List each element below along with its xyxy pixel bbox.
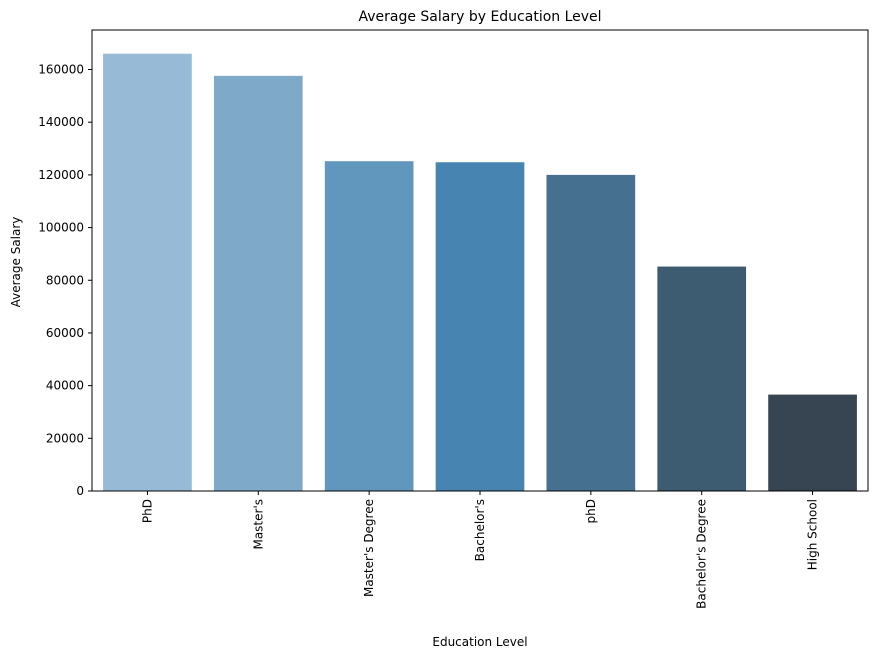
bar-2 (324, 161, 414, 491)
x-tick-label: Master's Degree (362, 499, 376, 597)
x-tick-label: phD (584, 499, 598, 523)
x-tick-label: High School (806, 499, 820, 570)
y-tick-label: 80000 (46, 273, 84, 287)
bar-1 (213, 75, 303, 491)
x-tick-label: Bachelor's (473, 499, 487, 561)
bar-5 (657, 266, 747, 491)
chart-title: Average Salary by Education Level (358, 9, 601, 25)
bar-6 (768, 394, 857, 491)
y-tick-label: 100000 (38, 221, 84, 235)
y-axis-label: Average Salary (9, 217, 23, 308)
y-tick-label: 40000 (46, 379, 84, 393)
x-axis-label: Education Level (432, 635, 527, 649)
y-tick-label: 160000 (38, 63, 84, 77)
bar-0 (103, 53, 192, 492)
x-tick-label: PhD (140, 499, 154, 523)
x-axis-ticks: PhD Master's Master's Degree Bachelor's phD B… (140, 491, 820, 609)
bar-3 (435, 162, 525, 491)
bar-4 (546, 174, 636, 491)
x-tick-label: Bachelor's Degree (695, 499, 709, 609)
y-axis-ticks: 0 20000 40000 60000 80000 100000 120000 140000 1… (38, 63, 92, 498)
y-tick-label: 140000 (38, 115, 84, 129)
x-tick-label: Master's (251, 499, 265, 550)
y-tick-label: 60000 (46, 326, 84, 340)
y-tick-label: 20000 (46, 431, 84, 445)
bars-group (103, 53, 857, 492)
y-tick-label: 0 (76, 484, 84, 498)
y-tick-label: 120000 (38, 168, 84, 182)
plot-frame (91, 29, 869, 492)
